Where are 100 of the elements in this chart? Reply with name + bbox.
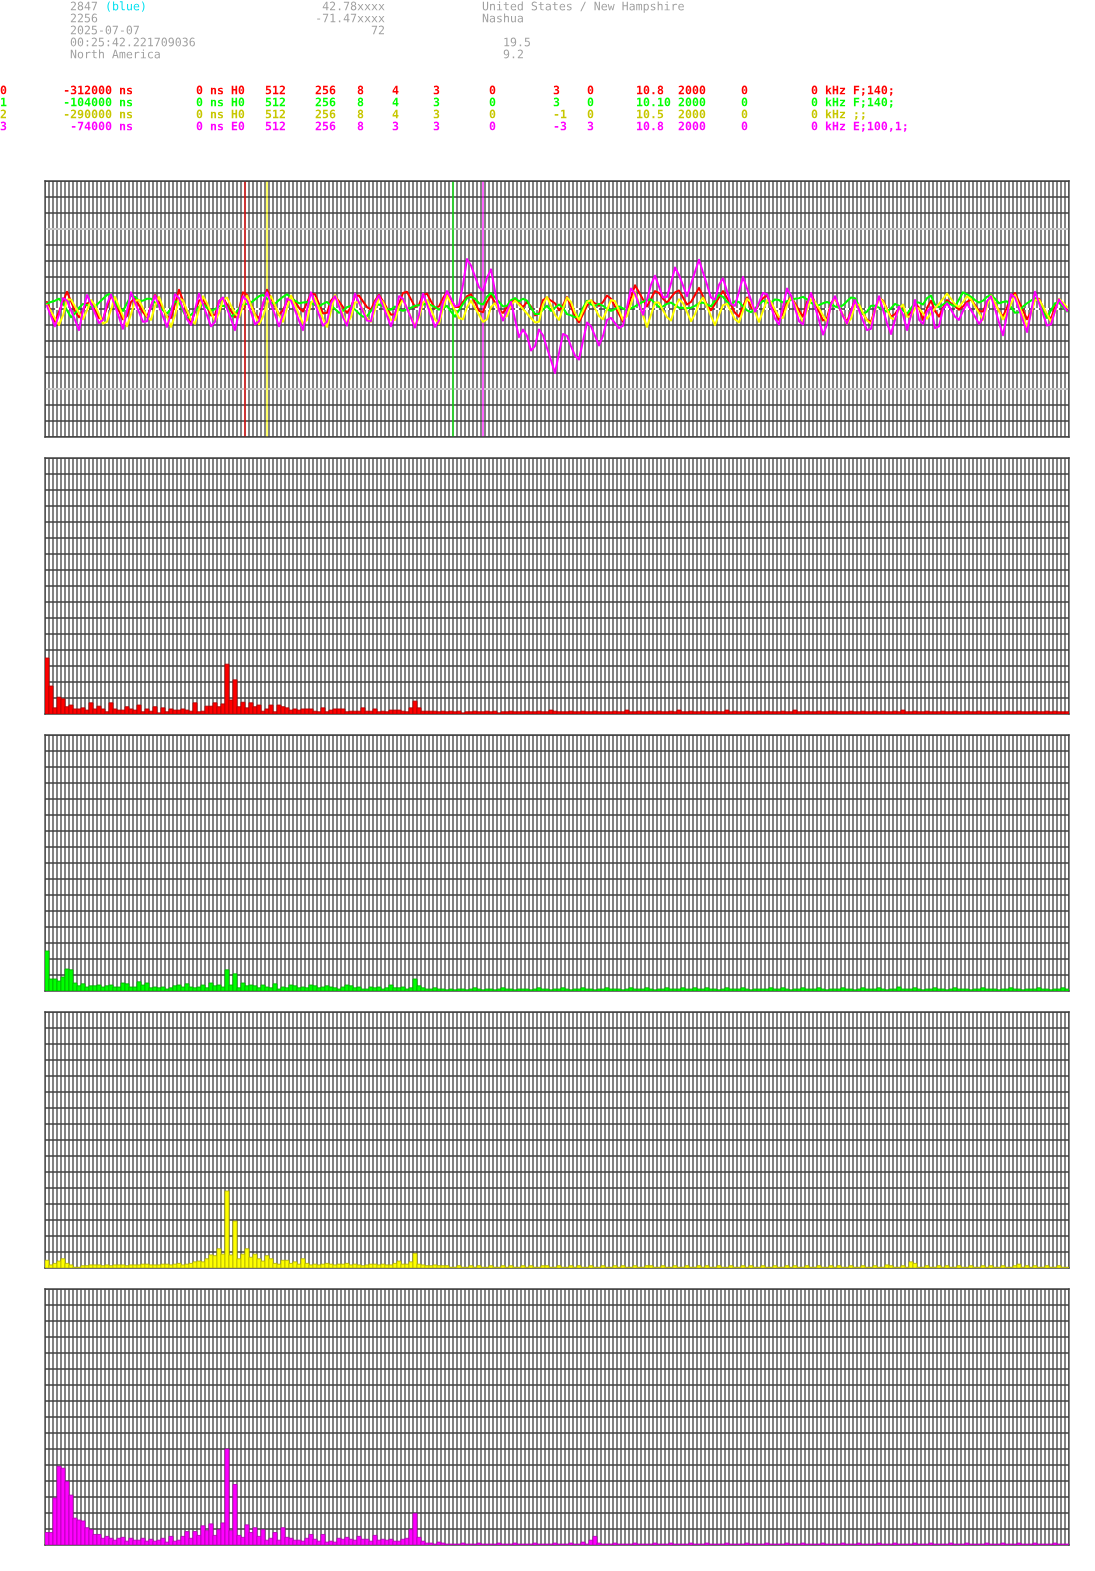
bar xyxy=(560,711,566,714)
text: 3 xyxy=(553,85,560,95)
bar xyxy=(128,1537,134,1545)
text: 19.5 xyxy=(504,37,531,47)
text: 2025-07-07 xyxy=(70,25,139,35)
bar xyxy=(412,1252,418,1268)
text: 3 xyxy=(433,97,440,107)
bar xyxy=(196,1260,202,1268)
bar xyxy=(640,988,646,991)
bar xyxy=(124,706,130,714)
bar xyxy=(240,982,246,991)
bar xyxy=(556,711,562,714)
bar xyxy=(292,985,298,991)
bar xyxy=(184,983,190,991)
bar xyxy=(492,710,498,714)
bar xyxy=(348,1264,354,1268)
bar xyxy=(272,983,278,991)
bar xyxy=(584,988,590,991)
bar xyxy=(504,988,510,991)
bar xyxy=(828,1265,834,1268)
bar xyxy=(728,988,734,991)
bar xyxy=(108,1265,114,1268)
bar xyxy=(96,984,102,991)
bar xyxy=(672,711,678,714)
bar xyxy=(132,1264,138,1268)
bar xyxy=(792,709,798,714)
bar xyxy=(276,704,282,714)
bar xyxy=(412,978,418,991)
text: 512 xyxy=(265,121,285,131)
bar xyxy=(164,988,170,991)
bar xyxy=(1060,987,1066,991)
bar xyxy=(520,988,526,991)
bar xyxy=(404,1263,410,1268)
bar xyxy=(352,1263,358,1268)
bar xyxy=(860,1265,866,1268)
bar xyxy=(224,663,230,714)
text: 2000 xyxy=(678,85,706,95)
bar xyxy=(332,1541,338,1545)
bar xyxy=(328,709,334,714)
bar xyxy=(244,1248,250,1268)
bar xyxy=(60,1467,66,1545)
bar xyxy=(260,984,266,991)
bar xyxy=(572,988,578,991)
bar xyxy=(112,986,118,991)
bar xyxy=(160,1537,166,1545)
bar xyxy=(588,711,594,714)
bar xyxy=(972,988,978,991)
bar xyxy=(84,986,90,991)
bar xyxy=(692,987,698,991)
bar xyxy=(596,988,602,991)
bar xyxy=(888,988,894,991)
bar xyxy=(124,1265,130,1268)
bar xyxy=(180,986,186,991)
text: 3 xyxy=(553,97,560,107)
bar xyxy=(424,1265,430,1268)
bar xyxy=(500,1265,506,1268)
text: 0 kHz F;140; xyxy=(811,85,893,96)
bar xyxy=(796,711,802,714)
bar xyxy=(308,1264,314,1268)
bar xyxy=(796,988,802,991)
bar xyxy=(544,988,550,991)
bar xyxy=(792,988,798,991)
text: 2000 xyxy=(678,97,706,107)
bar xyxy=(868,988,874,991)
bar xyxy=(624,709,630,714)
bar xyxy=(160,986,166,991)
bar xyxy=(768,711,774,714)
bar xyxy=(116,709,122,714)
bar xyxy=(836,711,842,714)
bar xyxy=(116,1264,122,1268)
bar xyxy=(48,1264,54,1268)
bar xyxy=(532,988,538,991)
bar xyxy=(800,711,806,714)
bar xyxy=(996,711,1002,714)
bar xyxy=(344,984,350,991)
bar xyxy=(388,709,394,714)
text: 3 xyxy=(587,121,594,131)
bar xyxy=(856,711,862,714)
bar xyxy=(100,1265,106,1268)
bar xyxy=(672,988,678,991)
bar xyxy=(832,988,838,991)
text: 2847 xyxy=(70,1,98,11)
bar xyxy=(304,987,310,991)
bar xyxy=(428,1265,434,1268)
bar xyxy=(444,711,450,714)
bar xyxy=(916,988,922,991)
bar xyxy=(88,1529,94,1545)
bar xyxy=(680,987,686,991)
bar xyxy=(928,988,934,991)
bar xyxy=(1024,988,1030,991)
bar xyxy=(952,987,958,991)
text: 3 xyxy=(392,121,399,131)
text: -104000 ns xyxy=(64,97,133,107)
bar xyxy=(84,1265,90,1268)
bar xyxy=(328,986,334,991)
bar xyxy=(532,711,538,714)
bar xyxy=(788,711,794,714)
bar xyxy=(768,987,774,991)
bar xyxy=(556,988,562,991)
text: 2256 xyxy=(70,13,98,23)
